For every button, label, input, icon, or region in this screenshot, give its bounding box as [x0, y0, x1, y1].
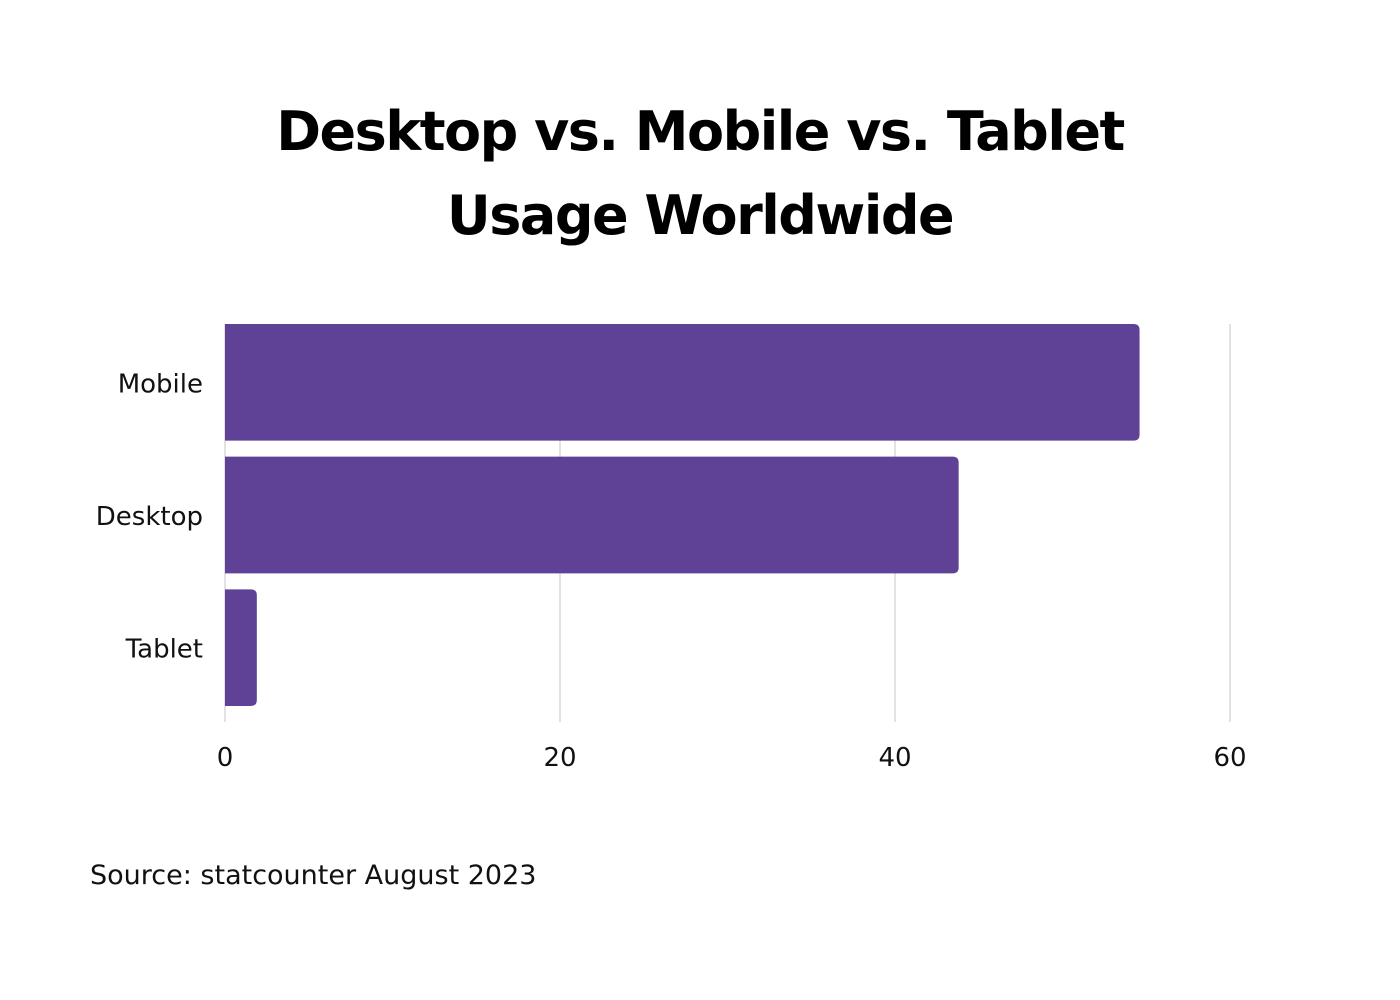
- x-tick-label: 20: [543, 743, 576, 773]
- bars: [225, 324, 1140, 706]
- category-label-desktop: Desktop: [96, 502, 203, 532]
- x-tick-label: 0: [217, 743, 234, 773]
- x-tick-labels: 0 20 40 60: [217, 743, 1247, 773]
- bar-tablet: [225, 589, 257, 706]
- x-tick-label: 60: [1213, 743, 1246, 773]
- chart-title-line-1: Desktop vs. Mobile vs. Tablet: [276, 100, 1125, 163]
- bar-desktop: [225, 456, 959, 574]
- category-label-mobile: Mobile: [118, 369, 203, 399]
- chart-title-line-2: Usage Worldwide: [446, 184, 955, 247]
- chart-title: Desktop vs. Mobile vs. Tablet Usage Worl…: [0, 90, 1400, 258]
- x-tick-label: 40: [878, 743, 911, 773]
- category-labels: Mobile Desktop Tablet: [96, 369, 203, 664]
- category-label-tablet: Tablet: [125, 635, 203, 665]
- source-note: Source: statcounter August 2023: [90, 860, 537, 891]
- bar-mobile: [225, 324, 1140, 441]
